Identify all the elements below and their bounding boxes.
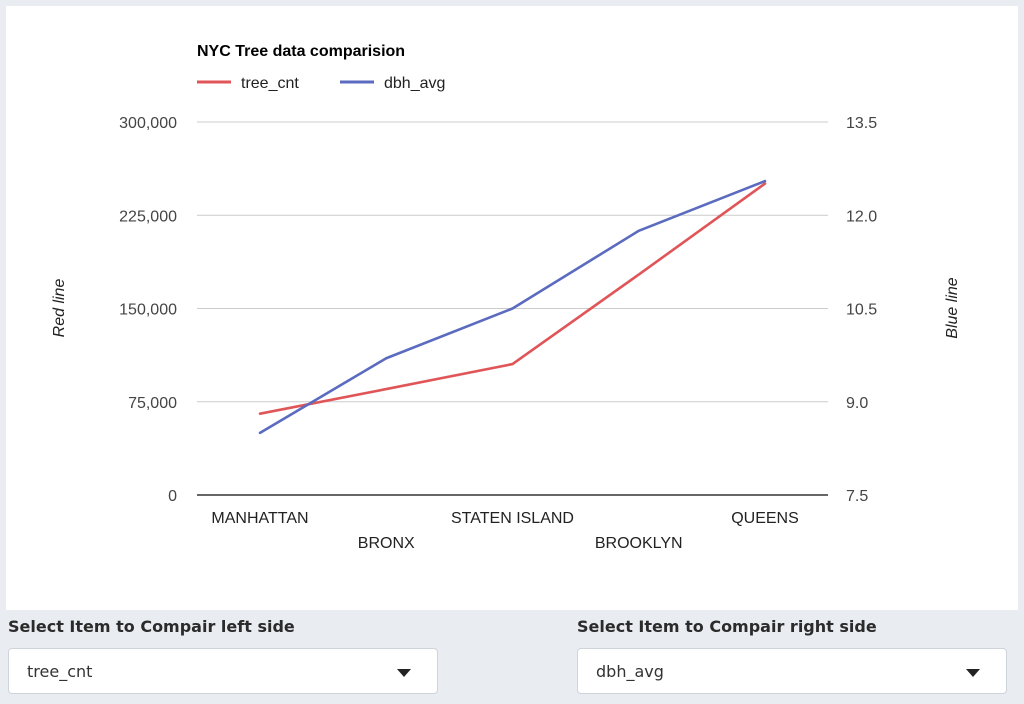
- right-axis-ticks: 7.5 9.0 10.5 12.0 13.5: [846, 115, 877, 505]
- left-axis-title: Red line: [51, 279, 68, 338]
- legend-label-dbh-avg: dbh_avg: [384, 75, 445, 92]
- left-select-dropdown[interactable]: tree_cnt: [8, 648, 438, 694]
- chart-card: NYC Tree data comparision tree_cnt dbh_a…: [6, 6, 1018, 610]
- chart-title: NYC Tree data comparision: [197, 43, 405, 60]
- series-line-dbh-avg: [258, 179, 767, 435]
- right-tick-label: 9.0: [846, 395, 868, 412]
- x-axis-ticks: MANHATTAN BRONX STATEN ISLAND BROOKLYN QUEEN…: [211, 510, 798, 552]
- left-tick-label: 0: [168, 488, 177, 505]
- left-select-label: Select Item to Compair left side: [8, 617, 295, 636]
- series-line-tree-cnt: [258, 182, 767, 415]
- right-axis-title: Blue line: [944, 277, 961, 338]
- series-group: [258, 179, 767, 435]
- right-select-label: Select Item to Compair right side: [577, 617, 877, 636]
- left-axis-ticks: 0 75,000 150,000 225,000 300,000: [119, 115, 177, 505]
- left-tick-label: 150,000: [119, 302, 177, 319]
- left-select-value: tree_cnt: [27, 662, 93, 681]
- right-tick-label: 13.5: [846, 115, 877, 132]
- right-tick-label: 7.5: [846, 488, 868, 505]
- left-tick-label: 75,000: [128, 395, 177, 412]
- x-tick-label: QUEENS: [731, 510, 799, 527]
- x-tick-label: BROOKLYN: [595, 535, 683, 552]
- line-chart: NYC Tree data comparision tree_cnt dbh_a…: [51, 43, 961, 552]
- left-tick-label: 225,000: [119, 208, 177, 225]
- right-select-value: dbh_avg: [596, 662, 664, 681]
- chevron-down-icon: [966, 669, 980, 677]
- x-tick-label: MANHATTAN: [211, 510, 308, 527]
- right-tick-label: 10.5: [846, 302, 877, 319]
- x-tick-label: STATEN ISLAND: [451, 510, 574, 527]
- left-tick-label: 300,000: [119, 115, 177, 132]
- right-select-dropdown[interactable]: dbh_avg: [577, 648, 1007, 694]
- x-tick-label: BRONX: [358, 535, 415, 552]
- legend: tree_cnt dbh_avg: [197, 75, 445, 92]
- chevron-down-icon: [397, 669, 411, 677]
- legend-label-tree-cnt: tree_cnt: [241, 75, 299, 92]
- right-tick-label: 12.0: [846, 208, 877, 225]
- controls-bar: Select Item to Compair left side tree_cn…: [0, 610, 1024, 704]
